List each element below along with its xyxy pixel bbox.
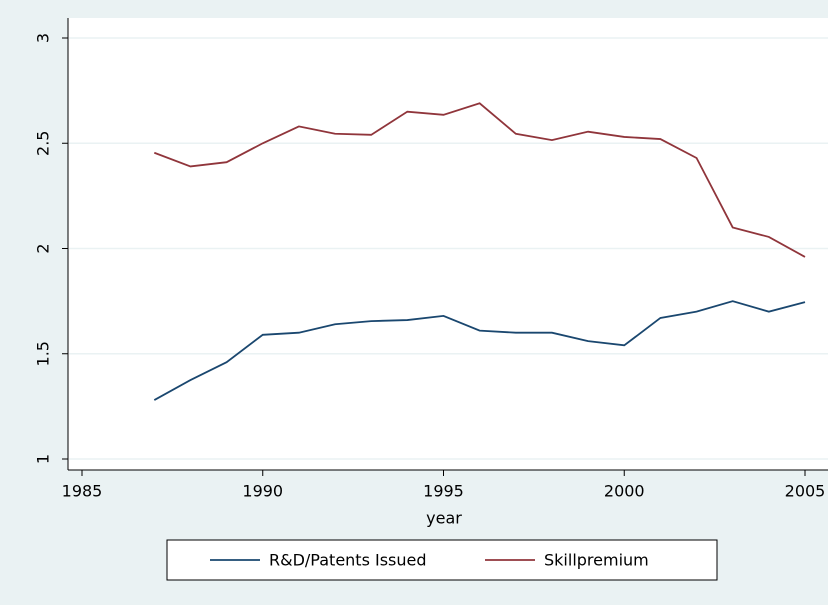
y-tick-label: 1 <box>34 454 53 464</box>
y-tick-label: 2 <box>34 243 53 253</box>
x-axis-label: year <box>426 509 462 528</box>
y-tick-label: 1.5 <box>34 341 53 366</box>
series-line <box>153 102 806 258</box>
legend-label: Skillpremium <box>544 551 649 570</box>
x-tick-label: 1990 <box>242 482 283 501</box>
legend-label: R&D/Patents Issued <box>269 551 427 570</box>
y-tick-label: 2.5 <box>34 131 53 156</box>
series-line <box>153 300 806 401</box>
plot-area <box>68 18 828 470</box>
y-tick-label: 3 <box>34 33 53 43</box>
x-tick-label: 2000 <box>604 482 645 501</box>
x-tick-label: 1995 <box>423 482 464 501</box>
x-tick-label: 2005 <box>785 482 826 501</box>
x-tick-label: 1985 <box>62 482 103 501</box>
